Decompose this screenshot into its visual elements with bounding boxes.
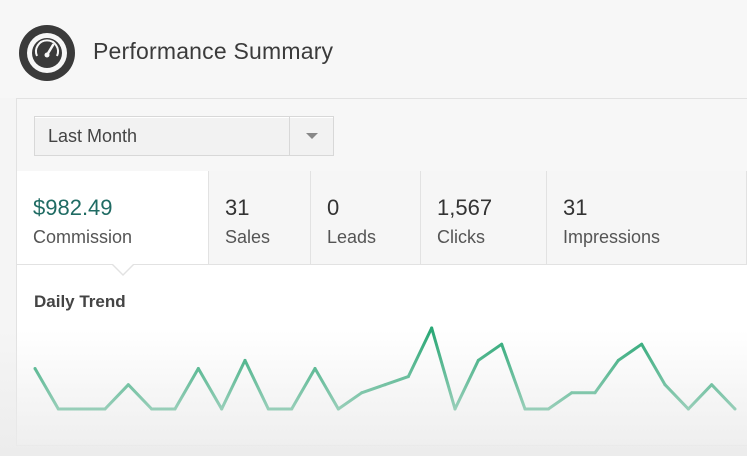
trend-point-22 [546, 407, 550, 411]
trend-point-25 [616, 358, 620, 362]
trend-point-30 [733, 407, 737, 411]
trend-point-3 [103, 407, 107, 411]
stat-tab-impressions[interactable]: 31 Impressions [547, 171, 747, 264]
trend-point-11 [290, 407, 294, 411]
daily-trend-title: Daily Trend [34, 292, 126, 311]
stat-tab-clicks[interactable]: 1,567 Clicks [421, 171, 547, 264]
stat-tab-commission[interactable]: $982.49 Commission [17, 171, 209, 264]
trend-point-15 [383, 383, 387, 387]
page-header: Performance Summary [0, 0, 747, 98]
trend-point-13 [336, 407, 340, 411]
active-tab-pointer [113, 264, 133, 274]
stat-label: Sales [225, 227, 271, 247]
trend-point-23 [570, 391, 574, 395]
trend-series-line [33, 326, 737, 411]
stat-label: Impressions [563, 227, 661, 247]
trend-point-6 [173, 407, 177, 411]
trend-point-29 [710, 383, 714, 387]
trend-point-5 [150, 407, 154, 411]
trend-point-7 [196, 367, 200, 370]
date-range-select[interactable]: Last Month [34, 116, 334, 156]
stat-value: 0 [327, 195, 340, 220]
stat-label: Leads [327, 227, 377, 247]
trend-point-9 [243, 358, 247, 362]
stat-tab-leads[interactable]: 0 Leads [311, 171, 421, 264]
trend-point-8 [220, 407, 224, 411]
stats-tabs: $982.49 Commission 31 Sales 0 Leads 1,56… [17, 171, 747, 265]
trend-point-27 [663, 383, 667, 387]
trend-point-18 [453, 407, 457, 411]
filter-toolbar: Last Month [17, 99, 747, 172]
trend-point-21 [523, 407, 527, 411]
trend-point-14 [360, 391, 364, 395]
trend-point-17 [430, 326, 434, 330]
trend-point-24 [593, 391, 597, 395]
date-range-value: Last Month [48, 126, 138, 146]
trend-point-19 [476, 358, 480, 362]
trend-point-12 [313, 367, 317, 370]
stat-value: $982.49 [33, 195, 113, 220]
performance-panel: Last Month $982.49 Commission 31 Sales 0… [16, 98, 747, 446]
trend-point-4 [126, 383, 130, 387]
trend-point-26 [640, 342, 644, 346]
page-title: Performance Summary [93, 38, 334, 64]
trend-point-16 [406, 375, 410, 379]
trend-point-2 [80, 407, 84, 411]
stat-value: 1,567 [437, 195, 493, 220]
daily-trend-chart [33, 326, 737, 411]
stat-value: 31 [563, 195, 588, 220]
stat-value: 31 [225, 195, 250, 220]
stat-label: Commission [33, 227, 133, 247]
speedometer-icon [19, 25, 75, 81]
select-divider [289, 117, 290, 155]
triangle-down-icon[interactable] [299, 127, 325, 145]
stat-label: Clicks [437, 227, 485, 247]
stat-tab-sales[interactable]: 31 Sales [209, 171, 311, 264]
trend-point-28 [686, 407, 690, 411]
trend-point-0 [33, 367, 37, 370]
trend-point-1 [56, 407, 60, 411]
trend-point-10 [266, 407, 270, 411]
trend-point-20 [500, 342, 504, 346]
